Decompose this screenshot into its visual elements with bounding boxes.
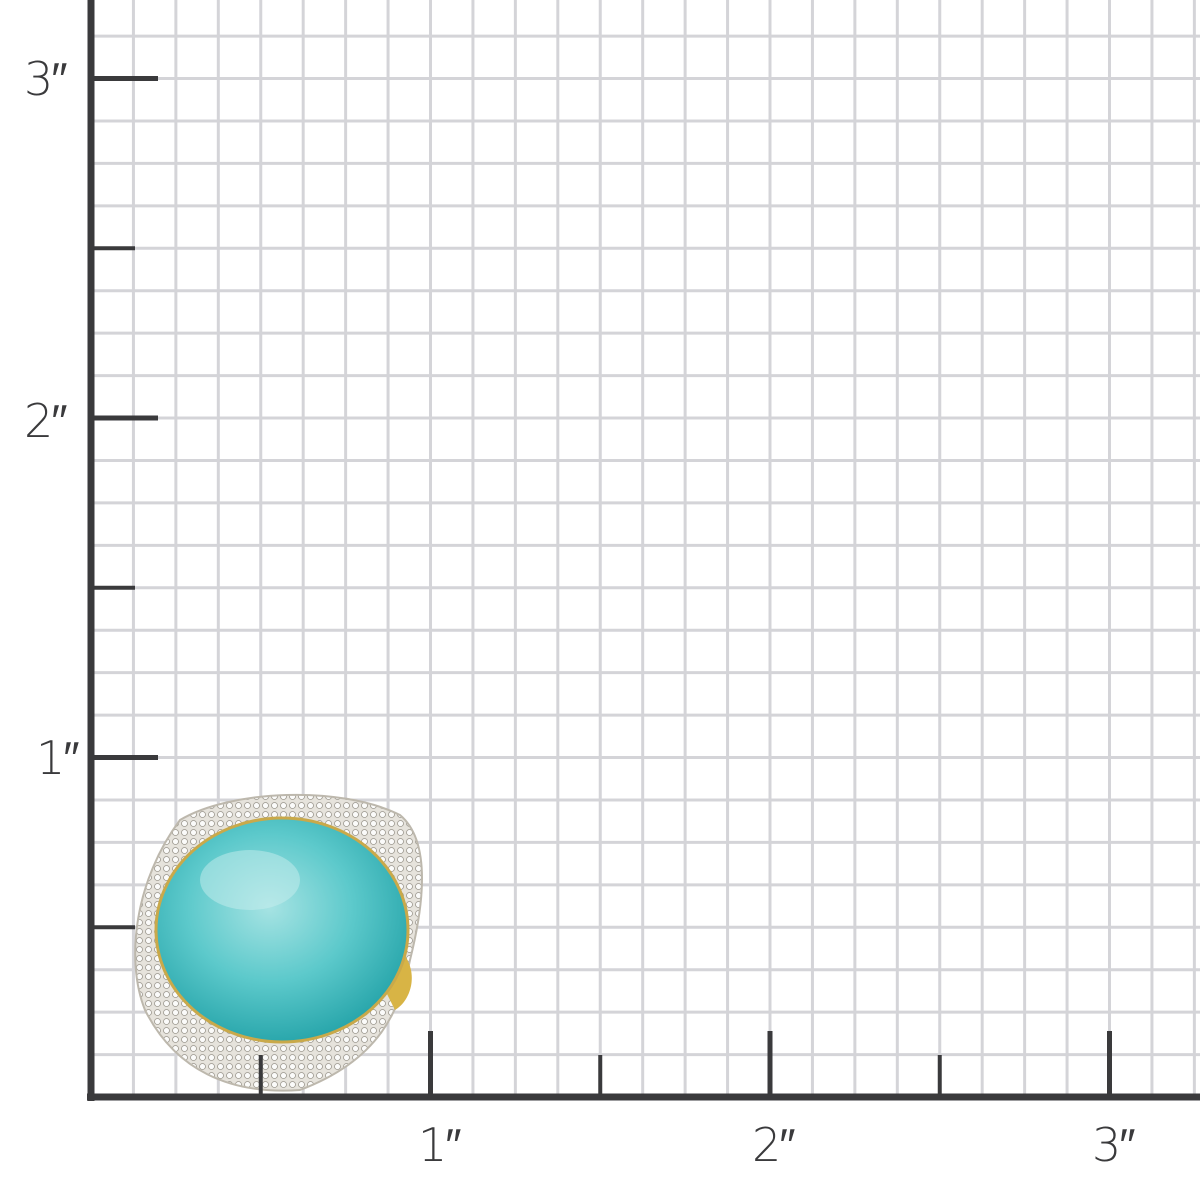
grid-lines	[91, 0, 1200, 1097]
gold-accent	[385, 950, 412, 1010]
ring-image	[134, 793, 423, 1092]
axes	[87, 0, 1200, 1101]
x-label-3: 3″	[1092, 1118, 1136, 1172]
y-label-1: 1″	[36, 731, 80, 785]
stone-highlight	[200, 850, 300, 910]
x-label-1: 1″	[418, 1118, 462, 1172]
y-label-3: 3″	[24, 52, 68, 106]
turquoise-stone	[154, 816, 410, 1044]
y-label-2: 2″	[24, 394, 68, 448]
x-label-2: 2″	[752, 1118, 796, 1172]
